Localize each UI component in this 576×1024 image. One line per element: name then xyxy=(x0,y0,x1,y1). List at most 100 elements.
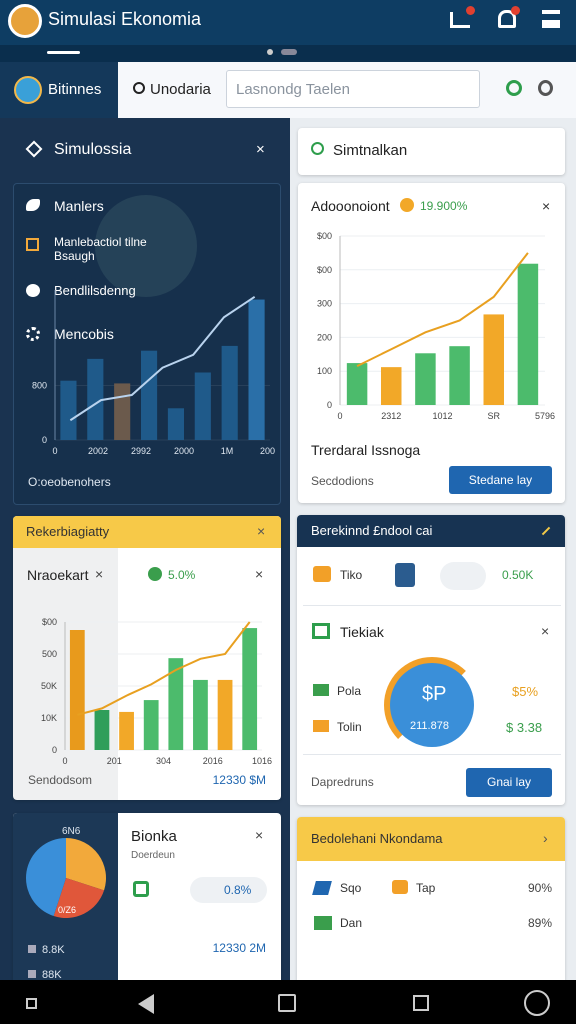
card-header xyxy=(13,516,281,548)
bar xyxy=(119,711,134,750)
row-icon xyxy=(313,566,331,582)
stats-icon[interactable] xyxy=(450,12,470,28)
x-tick-label: 2002 xyxy=(88,446,108,456)
search-input[interactable] xyxy=(226,70,480,108)
item-value: $ 3.38 xyxy=(506,720,543,735)
close[interactable]: × xyxy=(255,566,264,582)
trend-line xyxy=(69,295,256,422)
total: 12330 2M xyxy=(212,941,266,955)
item-label: Tolin xyxy=(337,720,362,734)
x-tick-label: 201 xyxy=(107,756,122,766)
settings-icon[interactable] xyxy=(538,80,553,96)
menu-item[interactable]: Manlebactiol tilne Bsaugh xyxy=(54,235,147,263)
button[interactable]: Stedane lay xyxy=(449,466,552,494)
close[interactable]: × xyxy=(95,566,104,582)
pie-label: 6N6 xyxy=(62,826,81,837)
legend-label: 88K xyxy=(42,969,62,981)
close[interactable]: × xyxy=(256,141,265,158)
bar xyxy=(94,710,110,750)
menu-item[interactable]: Manlers xyxy=(54,198,104,214)
badge xyxy=(466,6,475,15)
app-icon[interactable] xyxy=(8,4,42,38)
menu-item[interactable]: Bendlilsdenng xyxy=(54,283,136,298)
card-header-title: Rekerbiagiatty xyxy=(26,524,110,539)
y-tick-label: 0 xyxy=(327,400,332,410)
bar xyxy=(141,350,158,440)
trend-line xyxy=(356,252,529,368)
donut-value: 211.878 xyxy=(410,720,449,732)
button[interactable]: Gnai lay xyxy=(466,768,552,797)
row-icon xyxy=(314,916,332,930)
bar xyxy=(87,358,104,440)
nav-icon[interactable] xyxy=(26,998,37,1009)
x-tick-label: 2000 xyxy=(174,446,194,456)
bar xyxy=(193,679,208,750)
input-placeholder: Lasnondg Taelen xyxy=(236,81,350,98)
y-tick-label: 50K xyxy=(41,681,57,691)
close[interactable]: × xyxy=(541,623,550,639)
menu-item[interactable]: Mencobis xyxy=(54,326,114,342)
x-tick-label: 2003 xyxy=(260,446,275,456)
chart: $00 500 50K 10K 00 201 304 2016 1016 xyxy=(41,617,272,766)
bar xyxy=(449,346,470,405)
item-icon xyxy=(313,684,329,696)
row-value: 0.50K xyxy=(502,568,534,582)
chevron[interactable]: › xyxy=(543,830,548,846)
assist-button[interactable] xyxy=(524,990,550,1016)
home-button[interactable] xyxy=(278,994,296,1012)
badge-chip xyxy=(190,877,267,903)
row-label: Dan xyxy=(340,916,363,930)
search-icon[interactable] xyxy=(133,82,145,94)
pie-slice xyxy=(53,878,105,918)
search-label[interactable]: Unodaria xyxy=(150,81,211,98)
pie-slice xyxy=(26,838,67,917)
badge: 19.900% xyxy=(420,199,468,213)
card-header-title: Bedolehani Nkondama xyxy=(311,831,443,846)
trend-line xyxy=(77,621,251,716)
card-header xyxy=(297,817,565,861)
recents-button[interactable] xyxy=(413,995,429,1011)
bar xyxy=(217,679,233,750)
item-label: Pola xyxy=(337,684,362,698)
bar xyxy=(143,700,159,750)
x-tick-label: 1016 xyxy=(252,756,272,766)
back-button[interactable] xyxy=(138,994,154,1014)
sub-title: Tiekiak xyxy=(340,624,384,640)
card-header-title: Berekinnd £ndool cai xyxy=(311,523,433,538)
chart: 800 00 2002 2992 2000 1M 2003 xyxy=(32,290,275,456)
y-tick-label: $00 xyxy=(317,265,332,275)
close[interactable]: × xyxy=(542,198,551,214)
left-header: Simulossia xyxy=(54,141,132,158)
market-name: Nraoekart xyxy=(27,567,89,583)
row-icon xyxy=(392,880,408,894)
close[interactable]: × xyxy=(255,827,264,843)
close[interactable]: × xyxy=(257,523,266,539)
app-title: Simulasi Ekonomia xyxy=(48,9,202,29)
menu-icon[interactable] xyxy=(542,10,560,28)
menu-icon xyxy=(26,238,39,251)
footer: Sendodsom xyxy=(28,773,93,787)
pie-center: 0/Z6 xyxy=(58,905,77,915)
menu-icon xyxy=(26,327,40,341)
x-tick-label: SR xyxy=(487,411,500,421)
menu-footer[interactable]: O:oeobenohers xyxy=(28,475,111,489)
bar xyxy=(346,363,368,405)
bank-subtitle: Doerdeun xyxy=(131,850,175,861)
y-tick-label: 0 xyxy=(42,435,47,445)
x-tick-label: 2016 xyxy=(203,756,223,766)
bar xyxy=(248,299,265,440)
search-icon xyxy=(311,142,324,155)
bar xyxy=(69,630,85,750)
truck-icon xyxy=(395,563,415,587)
y-tick-label: 200 xyxy=(317,332,332,342)
sync-icon[interactable] xyxy=(506,80,522,96)
x-tick-label: 2312 xyxy=(381,411,401,421)
bar xyxy=(194,372,211,440)
bar xyxy=(415,353,436,405)
menu-icon xyxy=(26,284,40,297)
y-tick-label: 0 xyxy=(52,745,57,755)
brand: Bitinnes xyxy=(48,81,102,98)
footer: Dapredruns xyxy=(311,775,374,789)
bell-icon[interactable] xyxy=(498,10,516,28)
